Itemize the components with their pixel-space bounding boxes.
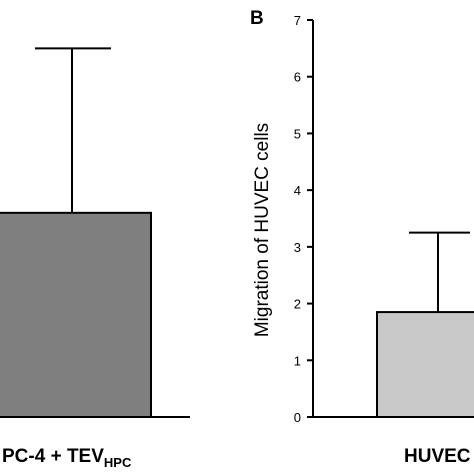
y-tick-label-2: 2 bbox=[294, 297, 301, 312]
bar-huvec bbox=[376, 311, 474, 419]
y-axis-title: Migration of HUVEC cells bbox=[252, 123, 273, 337]
y-tick-label-0: 0 bbox=[294, 410, 301, 425]
bar-left bbox=[0, 211, 152, 418]
y-tick-label-3: 3 bbox=[294, 240, 301, 255]
y-tick-label-5: 5 bbox=[294, 126, 301, 141]
panel-b: B Migration of HUVEC cells 0 1 2 3 4 5 6 7 HUVEC bbox=[250, 8, 474, 467]
panel-letter-b: B bbox=[250, 8, 264, 29]
y-tick-label-6: 6 bbox=[294, 70, 301, 85]
y-tick-label-1: 1 bbox=[294, 353, 301, 368]
panel-left: PC-4 + TEVHPC bbox=[0, 47, 190, 470]
y-tick-label-4: 4 bbox=[294, 183, 301, 198]
category-label-left: PC-4 + TEVHPC bbox=[2, 446, 132, 470]
category-label-huvec: HUVEC bbox=[404, 446, 471, 467]
y-tick-label-7: 7 bbox=[294, 13, 301, 28]
